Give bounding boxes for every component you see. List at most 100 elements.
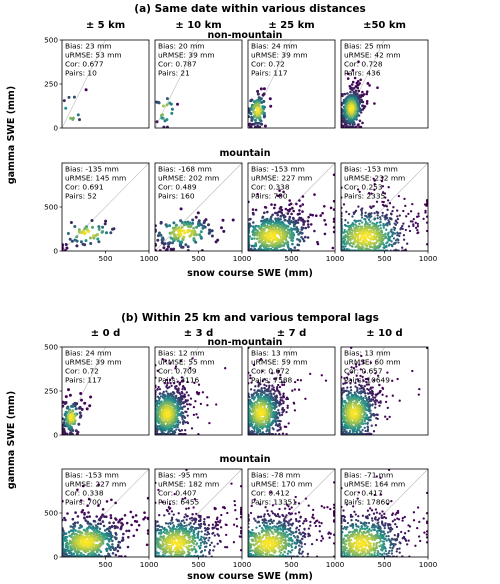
data-point: [361, 121, 364, 125]
data-point: [197, 432, 200, 435]
data-point: [360, 216, 364, 219]
stat-line: Cor: 0.728: [344, 60, 383, 69]
data-point: [302, 239, 306, 243]
data-point: [174, 223, 178, 227]
data-point: [278, 385, 282, 389]
data-point: [341, 124, 345, 128]
data-point: [249, 374, 252, 377]
data-point: [259, 411, 262, 414]
data-point: [270, 388, 274, 391]
data-point: [347, 373, 350, 376]
data-point: [158, 409, 162, 412]
data-point: [357, 235, 360, 239]
data-point: [254, 242, 257, 245]
data-point: [169, 247, 173, 251]
data-point: [155, 224, 157, 228]
data-point: [389, 230, 392, 233]
data-point: [365, 92, 369, 96]
data-point: [67, 95, 71, 99]
data-point: [283, 381, 286, 384]
data-point: [194, 400, 197, 403]
stat-line: Bias: 23 mm: [65, 42, 112, 51]
data-point: [417, 393, 420, 396]
data-point: [377, 225, 380, 228]
data-point: [372, 177, 375, 180]
data-point: [199, 230, 203, 234]
data-point: [382, 204, 386, 208]
data-point: [415, 215, 419, 218]
data-point: [173, 382, 176, 385]
data-point: [324, 379, 328, 382]
data-point: [348, 242, 351, 246]
data-point: [170, 395, 174, 398]
data-point: [278, 432, 281, 435]
y-tick-label: 0: [53, 431, 58, 440]
data-point: [288, 217, 291, 221]
data-point: [268, 392, 271, 395]
data-point: [401, 224, 404, 228]
data-point: [271, 213, 274, 217]
data-point: [396, 215, 399, 218]
data-point: [369, 392, 372, 395]
data-point: [388, 223, 391, 226]
x-axis-label: snow course SWE (mm): [187, 571, 313, 582]
data-point: [331, 246, 335, 250]
data-point: [88, 404, 92, 408]
data-point: [254, 208, 258, 212]
data-point: [207, 231, 211, 235]
data-point: [257, 385, 260, 388]
data-point: [363, 426, 366, 429]
data-point: [276, 389, 279, 392]
data-point: [248, 396, 251, 399]
data-point: [282, 244, 286, 247]
data-point: [342, 382, 345, 385]
data-point: [351, 69, 355, 72]
data-point: [250, 429, 254, 433]
data-point: [361, 428, 364, 432]
one-to-one-line: [154, 162, 243, 252]
data-point: [263, 387, 267, 390]
column-title: ± 25 km: [268, 20, 314, 31]
data-point: [264, 235, 267, 239]
data-point: [274, 241, 278, 245]
data-point: [64, 106, 68, 110]
data-point: [250, 381, 253, 384]
data-point: [251, 423, 254, 426]
data-point: [346, 92, 349, 95]
data-point: [350, 83, 354, 86]
data-point: [319, 214, 323, 217]
data-point: [349, 378, 353, 382]
data-point: [396, 209, 399, 212]
data-point: [254, 104, 258, 108]
data-point: [370, 424, 373, 427]
data-point: [183, 388, 187, 391]
data-point: [293, 388, 297, 391]
data-point: [361, 108, 365, 111]
data-point: [349, 382, 352, 385]
stat-line: Cor: 0.691: [65, 183, 104, 192]
data-point: [252, 363, 256, 367]
data-point: [288, 236, 292, 239]
data-point: [261, 105, 265, 109]
data-point: [364, 392, 367, 395]
data-point: [267, 381, 270, 384]
data-point: [341, 114, 343, 117]
y-tick-label: 250: [44, 387, 58, 396]
data-point: [158, 249, 162, 251]
data-point: [274, 432, 277, 435]
data-point: [183, 432, 186, 435]
data-point: [341, 426, 345, 429]
data-point: [277, 225, 281, 229]
data-point: [166, 382, 169, 385]
data-point: [346, 221, 350, 224]
y-tick-label: 500: [44, 343, 58, 352]
data-point: [381, 176, 384, 179]
data-point: [259, 394, 263, 397]
data-point: [189, 366, 192, 370]
data-point: [259, 383, 262, 386]
data-point: [343, 230, 347, 234]
data-point: [156, 425, 159, 428]
data-point: [377, 401, 380, 404]
data-point: [251, 208, 255, 211]
data-point: [252, 244, 255, 248]
